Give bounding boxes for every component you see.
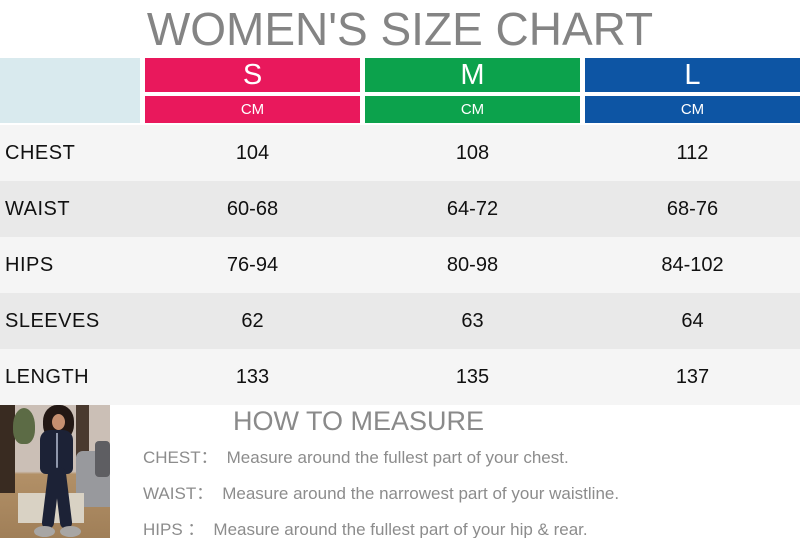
cell-value: 68-76	[666, 197, 719, 220]
cell-value: 84-102	[661, 253, 724, 276]
size-table-body: CHEST 104 108 112 WAIST 60-68 64-72 68-7…	[0, 125, 800, 405]
cell-value: 80-98	[446, 253, 499, 276]
size-table-header: S M L CM CM CM	[0, 58, 800, 123]
measure-text: Measure around the fullest part of your …	[213, 520, 588, 538]
photo-slipper	[60, 526, 81, 537]
measure-label: HIPS ：	[143, 520, 205, 538]
table-row-chest: CHEST 104 108 112	[0, 125, 800, 181]
measure-instruction-waist: WAIST： Measure around the narrowest part …	[143, 479, 619, 504]
photo-wall-panel	[0, 405, 15, 493]
cell-value: 76-94	[226, 253, 279, 276]
cell-value: 60-68	[226, 197, 279, 220]
page-title: WOMEN'S SIZE CHART	[146, 3, 654, 55]
row-label: SLEEVES	[5, 309, 100, 332]
row-label: WAIST	[5, 197, 71, 220]
row-label: LENGTH	[5, 365, 90, 388]
measure-instruction-hips: HIPS ： Measure around the fullest part of…	[143, 515, 588, 538]
measure-text: Measure around the fullest part of your …	[226, 448, 569, 467]
measure-label: WAIST：	[143, 484, 214, 503]
size-header-s: S	[145, 58, 360, 92]
table-row-hips: HIPS 76-94 80-98 84-102	[0, 237, 800, 293]
table-row-sleeves: SLEEVES 62 63 64	[0, 293, 800, 349]
cell-value: 104	[235, 141, 270, 164]
corner-cell	[0, 58, 140, 123]
photo-zipper	[56, 433, 58, 471]
table-row-waist: WAIST 60-68 64-72 68-76	[0, 181, 800, 237]
photo-plant	[13, 408, 35, 444]
row-label: HIPS	[5, 253, 54, 276]
cell-value: 62	[241, 309, 264, 332]
how-to-measure-heading: HOW TO MEASURE	[233, 406, 485, 436]
cell-value: 135	[455, 365, 490, 388]
measure-label: CHEST：	[143, 448, 218, 467]
size-header-l: L	[585, 58, 800, 92]
cell-value: 133	[235, 365, 270, 388]
photo-slipper	[34, 526, 55, 537]
size-header-m: M	[365, 58, 580, 92]
photo-door-frame	[76, 405, 89, 457]
cell-value: 112	[676, 141, 709, 164]
cell-value: 64	[681, 309, 704, 332]
model-photo	[0, 405, 110, 538]
unit-cell-m: CM	[365, 96, 580, 123]
photo-pillow	[95, 441, 110, 477]
cell-value: 137	[675, 365, 710, 388]
cell-value: 108	[455, 141, 490, 164]
cell-value: 63	[461, 309, 484, 332]
measure-text: Measure around the narrowest part of you…	[222, 484, 620, 503]
unit-cell-l: CM	[585, 96, 800, 123]
row-label: CHEST	[5, 141, 76, 164]
photo-model-face	[52, 414, 65, 430]
cell-value: 64-72	[446, 197, 499, 220]
unit-cell-s: CM	[145, 96, 360, 123]
measure-instruction-chest: CHEST： Measure around the fullest part of…	[143, 443, 569, 468]
table-row-length: LENGTH 133 135 137	[0, 349, 800, 405]
